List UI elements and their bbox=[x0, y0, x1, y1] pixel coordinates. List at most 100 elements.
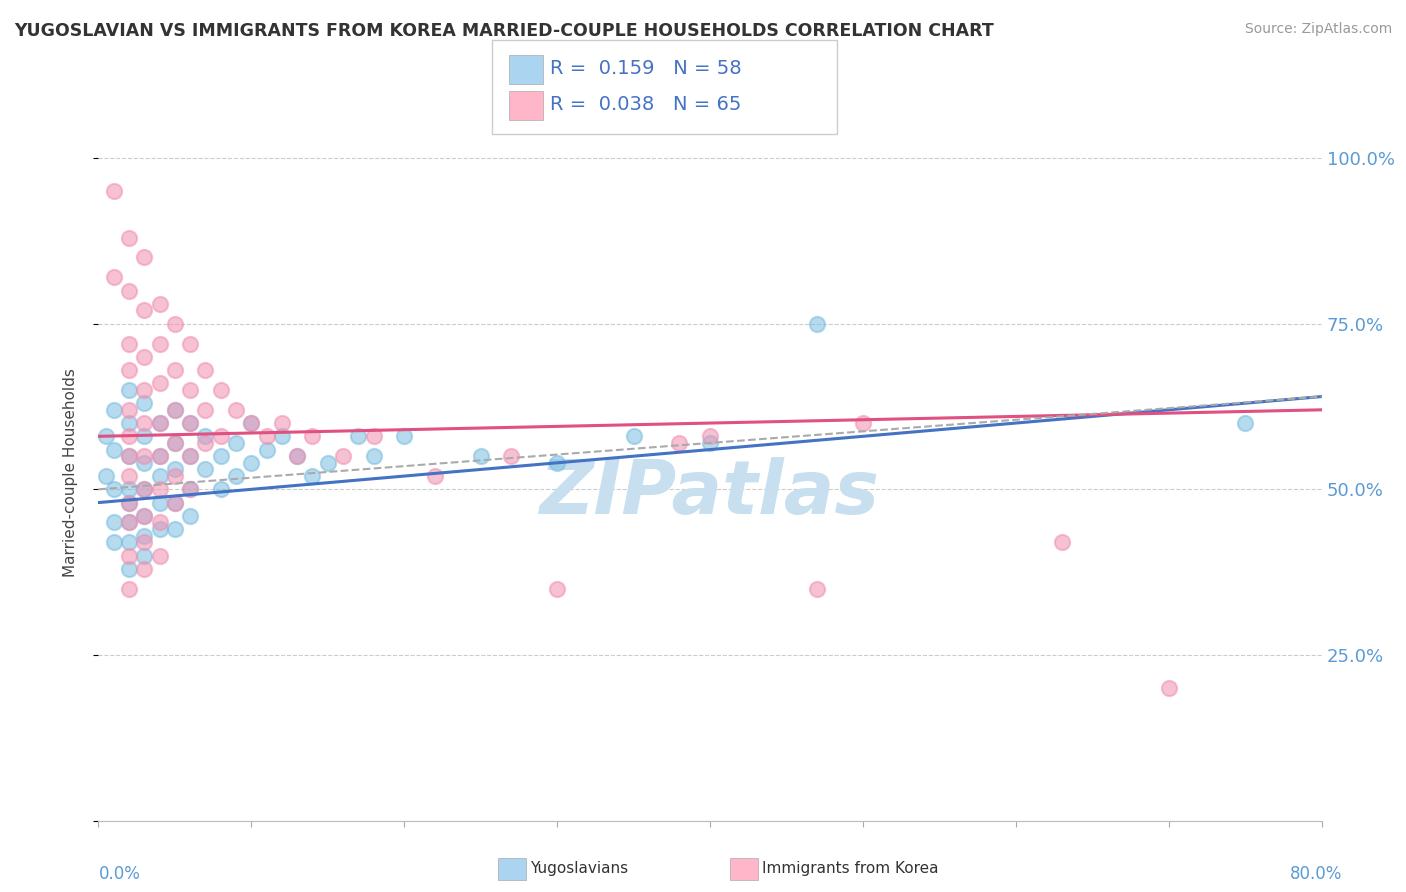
Point bbox=[470, 449, 492, 463]
Point bbox=[256, 429, 278, 443]
Point bbox=[163, 436, 186, 450]
Point bbox=[149, 516, 172, 530]
Text: 0.0%: 0.0% bbox=[98, 864, 141, 882]
Point bbox=[118, 495, 141, 509]
Point bbox=[118, 495, 141, 509]
Point bbox=[225, 402, 247, 417]
Point bbox=[270, 416, 292, 430]
Point bbox=[301, 469, 323, 483]
Point bbox=[1234, 416, 1257, 430]
Point bbox=[163, 469, 186, 483]
Point bbox=[103, 442, 125, 457]
Point bbox=[179, 449, 201, 463]
Point bbox=[225, 436, 247, 450]
Point bbox=[179, 383, 201, 397]
Point bbox=[163, 402, 186, 417]
Point bbox=[179, 416, 201, 430]
Point bbox=[118, 516, 141, 530]
Text: R =  0.038   N = 65: R = 0.038 N = 65 bbox=[550, 95, 741, 114]
Point bbox=[118, 449, 141, 463]
Point bbox=[103, 535, 125, 549]
Point bbox=[163, 402, 186, 417]
Point bbox=[149, 336, 172, 351]
Point bbox=[163, 522, 186, 536]
Point bbox=[179, 449, 201, 463]
Point bbox=[149, 297, 172, 311]
Point bbox=[270, 429, 292, 443]
Point bbox=[134, 483, 156, 497]
Point bbox=[179, 483, 201, 497]
Point bbox=[163, 495, 186, 509]
Point bbox=[103, 402, 125, 417]
Point bbox=[118, 549, 141, 563]
Point bbox=[118, 429, 141, 443]
Point bbox=[134, 303, 156, 318]
Point bbox=[118, 230, 141, 244]
Point bbox=[94, 469, 117, 483]
Point bbox=[194, 363, 217, 377]
Point bbox=[332, 449, 354, 463]
Point bbox=[163, 363, 186, 377]
Text: Immigrants from Korea: Immigrants from Korea bbox=[762, 862, 939, 876]
Point bbox=[149, 522, 172, 536]
Point bbox=[134, 350, 156, 364]
Point bbox=[149, 483, 172, 497]
Point bbox=[392, 429, 416, 443]
Point bbox=[149, 416, 172, 430]
Point bbox=[225, 469, 247, 483]
Point bbox=[118, 516, 141, 530]
Point bbox=[118, 336, 141, 351]
Point bbox=[501, 449, 523, 463]
Point bbox=[118, 416, 141, 430]
Text: 80.0%: 80.0% bbox=[1291, 864, 1343, 882]
Point bbox=[118, 535, 141, 549]
Point bbox=[623, 429, 645, 443]
Point bbox=[699, 436, 721, 450]
Point bbox=[134, 251, 156, 265]
Point bbox=[149, 549, 172, 563]
Point bbox=[163, 436, 186, 450]
Point bbox=[134, 449, 156, 463]
Point bbox=[134, 383, 156, 397]
Y-axis label: Married-couple Households: Married-couple Households bbox=[63, 368, 77, 577]
Point bbox=[363, 429, 385, 443]
Point bbox=[806, 317, 828, 331]
Point bbox=[301, 429, 323, 443]
Point bbox=[134, 396, 156, 410]
Point bbox=[149, 469, 172, 483]
Point bbox=[316, 456, 339, 470]
Point bbox=[256, 442, 278, 457]
Point bbox=[94, 429, 117, 443]
Point bbox=[209, 429, 232, 443]
Point bbox=[163, 317, 186, 331]
Point bbox=[179, 416, 201, 430]
Point bbox=[118, 363, 141, 377]
Point bbox=[194, 462, 217, 476]
Point bbox=[1050, 535, 1073, 549]
Point bbox=[118, 562, 141, 576]
Point bbox=[134, 535, 156, 549]
Point bbox=[347, 429, 370, 443]
Point bbox=[118, 582, 141, 596]
Point bbox=[240, 416, 263, 430]
Point bbox=[149, 376, 172, 391]
Point bbox=[546, 582, 568, 596]
Point bbox=[806, 582, 828, 596]
Point bbox=[179, 483, 201, 497]
Point bbox=[163, 462, 186, 476]
Point bbox=[134, 416, 156, 430]
Point bbox=[363, 449, 385, 463]
Point bbox=[134, 508, 156, 523]
Point bbox=[103, 184, 125, 198]
Point bbox=[103, 483, 125, 497]
Point bbox=[668, 436, 690, 450]
Point bbox=[852, 416, 875, 430]
Point bbox=[149, 495, 172, 509]
Point bbox=[194, 429, 217, 443]
Point bbox=[546, 456, 568, 470]
Text: Yugoslavians: Yugoslavians bbox=[530, 862, 628, 876]
Text: ZIPatlas: ZIPatlas bbox=[540, 457, 880, 530]
Point bbox=[134, 549, 156, 563]
Point bbox=[134, 456, 156, 470]
Point bbox=[103, 516, 125, 530]
